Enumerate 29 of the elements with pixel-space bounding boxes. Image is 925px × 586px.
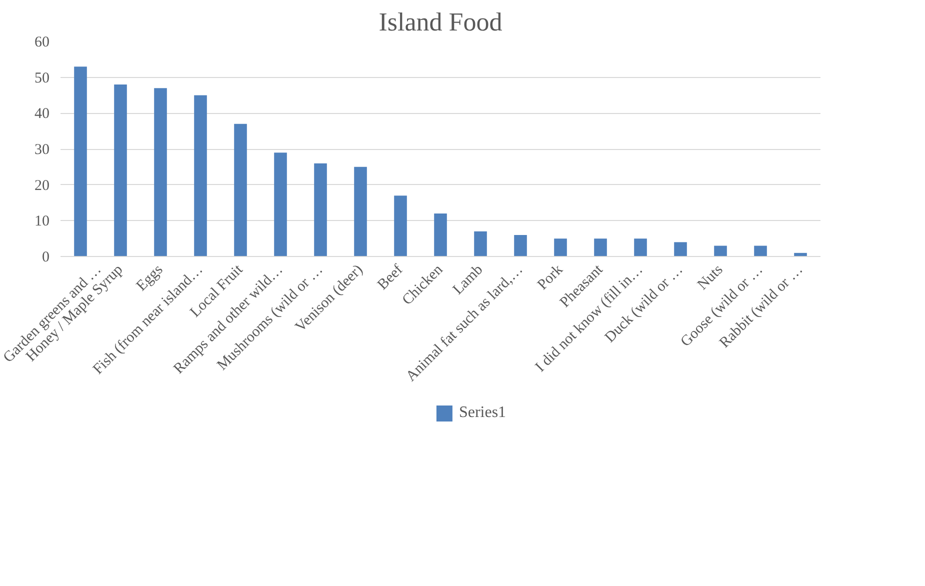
bar: [594, 238, 607, 256]
bar: [114, 84, 127, 256]
bar: [74, 66, 87, 256]
bar: [314, 163, 327, 256]
bar: [234, 124, 247, 256]
y-tick-label: 10: [34, 214, 50, 230]
y-tick-label: 40: [34, 106, 50, 122]
bar: [634, 238, 647, 256]
y-tick-label: 60: [34, 34, 50, 50]
bar: [194, 95, 207, 256]
bar: [554, 238, 567, 256]
y-tick-label: 20: [34, 178, 50, 194]
bar: [674, 242, 687, 256]
bar: [714, 246, 727, 256]
bar: [754, 246, 767, 256]
x-tick-label: Eggs: [134, 262, 166, 294]
bar: [514, 235, 527, 256]
y-tick-label: 50: [34, 70, 50, 86]
chart-title: Island Food: [378, 8, 502, 36]
y-tick-label: 0: [42, 250, 50, 266]
bar: [474, 231, 487, 256]
bar: [434, 214, 447, 256]
y-tick-label: 30: [34, 142, 50, 158]
legend-label: Series1: [458, 404, 506, 422]
bar: [154, 88, 167, 256]
x-tick-label: Nuts: [694, 262, 726, 294]
bar: [274, 152, 287, 256]
bar: [394, 196, 407, 256]
bar: [354, 166, 367, 256]
